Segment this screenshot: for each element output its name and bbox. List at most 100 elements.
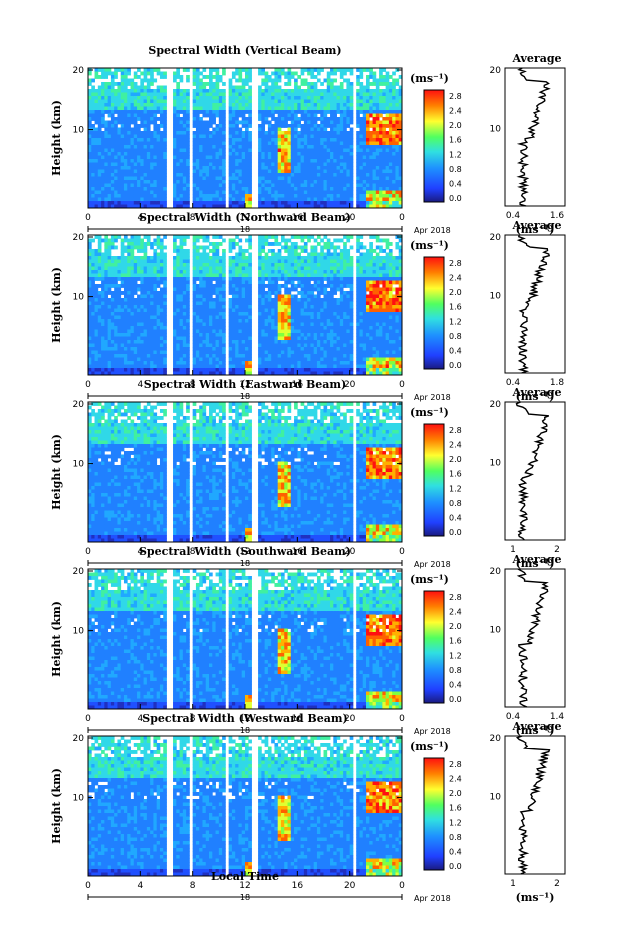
colorbar-tick: 0.4: [449, 513, 462, 522]
profile-x-label: (ms⁻¹): [516, 724, 555, 737]
x-tick-label: 0: [85, 380, 91, 390]
y-tick-label: 10: [73, 293, 85, 303]
x-tick-label: 12: [239, 213, 250, 223]
colorbar-tick: 2.4: [449, 441, 462, 450]
profile-title: Average: [511, 553, 561, 566]
x-tick-label: 0: [85, 714, 91, 724]
profile-y-tick: 10: [490, 626, 502, 636]
colorbar: [423, 256, 445, 370]
colorbar-tick: 0.4: [449, 680, 462, 689]
profile-line: [515, 401, 550, 541]
colorbar-tick: 2.8: [449, 760, 462, 769]
panel-title: Spectral Width (Westward Beam): [142, 712, 347, 725]
profile-frame: [504, 401, 566, 541]
profile-x-tick: 2: [554, 879, 560, 889]
colorbar-tick: 2.0: [449, 121, 462, 130]
y-tick-label: 10: [73, 627, 85, 637]
panel-2: Spectral Width (Eastward Beam)2010Height…: [50, 378, 566, 570]
panel-1: Spectral Width (Northward Beam)2010Heigh…: [50, 211, 566, 403]
profile-x-tick: 1: [510, 545, 516, 555]
x-tick-label: 0: [399, 213, 405, 223]
profile-x-tick: 2: [554, 545, 560, 555]
x-tick-label: 0: [85, 881, 91, 891]
profile-y-tick: 20: [490, 233, 502, 243]
colorbar-tick: 2.4: [449, 107, 462, 116]
profile-x-tick: 0.4: [506, 712, 521, 722]
colorbar-tick: 0.8: [449, 499, 462, 508]
y-tick-label: 10: [73, 460, 85, 470]
colorbar-tick: 2.0: [449, 789, 462, 798]
x-tick-label: 4: [137, 547, 143, 557]
profile-y-tick: 20: [490, 400, 502, 410]
y-tick-label: 10: [73, 794, 85, 804]
colorbar-tick: 1.2: [449, 317, 462, 326]
x-axis-label: Local Time: [211, 870, 279, 883]
x-tick-label: 20: [344, 213, 356, 223]
colorbar-tick: 2.4: [449, 608, 462, 617]
colorbar-tick: 1.2: [449, 818, 462, 827]
y-tick-label: 20: [73, 734, 85, 744]
profile-x-tick: 0.4: [506, 211, 521, 221]
panel-title: Spectral Width (Eastward Beam): [144, 378, 346, 391]
x-tick-label: 0: [399, 714, 405, 724]
x-tick-label: 4: [137, 380, 143, 390]
y-axis-label: Height (km): [50, 434, 63, 510]
colorbar-tick: 1.6: [449, 136, 462, 145]
panel-3: Spectral Width (Southward Beam)2010Heigh…: [50, 545, 566, 737]
x-tick-label: 0: [85, 547, 91, 557]
colorbar-tick: 2.0: [449, 288, 462, 297]
profile-line: [516, 67, 551, 207]
profile-y-tick: 20: [490, 66, 502, 76]
profile-x-tick: 1: [510, 879, 516, 889]
colorbar-tick: 2.8: [449, 92, 462, 101]
colorbar: [423, 423, 445, 537]
x-tick-label: 20: [344, 881, 356, 891]
colorbar-tick: 2.0: [449, 622, 462, 631]
x-tick-label: 16: [292, 881, 304, 891]
profile-title: Average: [511, 52, 561, 65]
date-label: Apr 2018: [414, 894, 451, 903]
profile-y-tick: 20: [490, 567, 502, 577]
profile-frame: [504, 735, 566, 875]
colorbar: [423, 757, 445, 871]
y-tick-label: 20: [73, 66, 85, 76]
x-tick-label: 4: [137, 714, 143, 724]
profile-y-tick: 10: [490, 125, 502, 135]
x-tick-label: 16: [292, 380, 304, 390]
y-axis-label: Height (km): [50, 100, 63, 176]
colorbar-tick: 0.8: [449, 332, 462, 341]
profile-line: [516, 234, 551, 374]
y-axis-label: Height (km): [50, 601, 63, 677]
profile-y-tick: 10: [490, 459, 502, 469]
colorbar-tick: 2.0: [449, 455, 462, 464]
heatmap: [88, 68, 403, 209]
profile-y-tick: 20: [490, 734, 502, 744]
y-tick-label: 10: [73, 126, 85, 136]
colorbar: [423, 89, 445, 203]
x-tick-label: 16: [292, 213, 304, 223]
colorbar-tick: 2.8: [449, 593, 462, 602]
colorbar-tick: 1.2: [449, 484, 462, 493]
profile-x-label: (ms⁻¹): [516, 223, 555, 236]
panel-title: Spectral Width (Northward Beam): [139, 211, 351, 224]
profile-x-tick: 1.8: [550, 378, 565, 388]
x-tick-label: 16: [292, 547, 304, 557]
colorbar-unit: (ms⁻¹): [410, 573, 449, 586]
date-marker: 18: [240, 726, 250, 735]
profile-x-tick: 1.6: [550, 211, 565, 221]
colorbar-unit: (ms⁻¹): [410, 406, 449, 419]
colorbar-tick: 0.4: [449, 847, 462, 856]
profile-title: Average: [511, 219, 561, 232]
colorbar-tick: 0.4: [449, 346, 462, 355]
colorbar-tick: 0.8: [449, 666, 462, 675]
x-tick-label: 20: [344, 547, 356, 557]
x-tick-label: 4: [137, 213, 143, 223]
x-tick-label: 12: [239, 881, 250, 891]
colorbar-unit: (ms⁻¹): [410, 239, 449, 252]
profile-x-label: (ms⁻¹): [516, 891, 555, 904]
y-tick-label: 20: [73, 567, 85, 577]
x-tick-label: 20: [344, 714, 356, 724]
colorbar-tick: 1.6: [449, 470, 462, 479]
date-marker: 18: [240, 225, 250, 234]
